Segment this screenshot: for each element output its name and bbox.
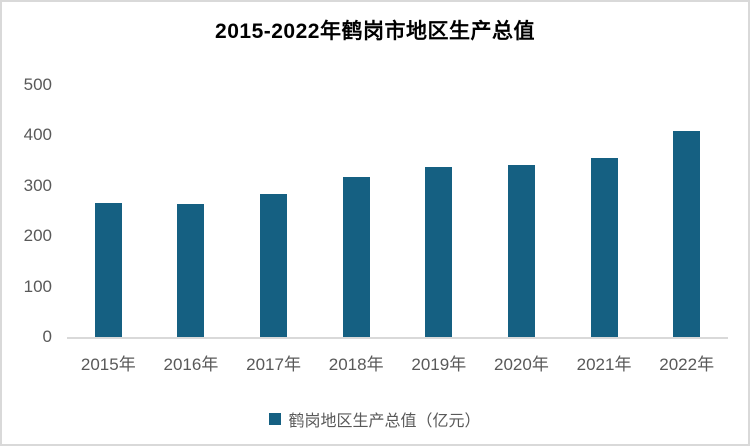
legend-label: 鹤岗地区生产总值（亿元） bbox=[288, 413, 481, 430]
x-axis-tick-label: 2022年 bbox=[659, 355, 715, 374]
chart-title: 2015-2022年鹤岗市地区生产总值 bbox=[215, 20, 535, 43]
bar-2022年 bbox=[673, 131, 701, 337]
x-axis-tick-label: 2019年 bbox=[411, 355, 467, 374]
x-axis-tick-label: 2017年 bbox=[246, 355, 301, 374]
y-axis: 0 100 200 300 400 500 bbox=[2, 2, 52, 444]
bar-2019年 bbox=[425, 167, 453, 337]
x-axis: 2015年 2016年 2017年 2018年 2019年 2020年 2021年 2022年 bbox=[67, 354, 728, 378]
bar-2016年 bbox=[177, 204, 205, 337]
bar-2021年 bbox=[590, 158, 618, 337]
y-axis-tick-label: 100 bbox=[23, 276, 52, 296]
x-axis-tick-label: 2016年 bbox=[163, 355, 219, 374]
x-axis-tick-label: 2021年 bbox=[576, 355, 632, 374]
y-axis-tick-label: 0 bbox=[42, 327, 52, 346]
y-axis-tick-label: 500 bbox=[23, 75, 52, 94]
y-axis-tick-label: 300 bbox=[23, 175, 52, 195]
x-axis-tick-label: 2018年 bbox=[328, 355, 384, 374]
bar-2017年 bbox=[260, 194, 288, 337]
y-axis-tick-label: 400 bbox=[23, 125, 52, 145]
plot-area bbox=[67, 85, 728, 339]
bar-2015年 bbox=[94, 203, 122, 337]
x-axis-tick-label: 2020年 bbox=[494, 355, 549, 374]
bar-2020年 bbox=[507, 165, 535, 337]
x-axis-tick-label: 2015年 bbox=[80, 355, 136, 374]
y-axis-tick-label: 200 bbox=[23, 226, 52, 246]
legend-marker-icon bbox=[269, 413, 282, 425]
bar-2018年 bbox=[342, 177, 370, 337]
legend: 鹤岗地区生产总值（亿元） bbox=[2, 407, 748, 431]
